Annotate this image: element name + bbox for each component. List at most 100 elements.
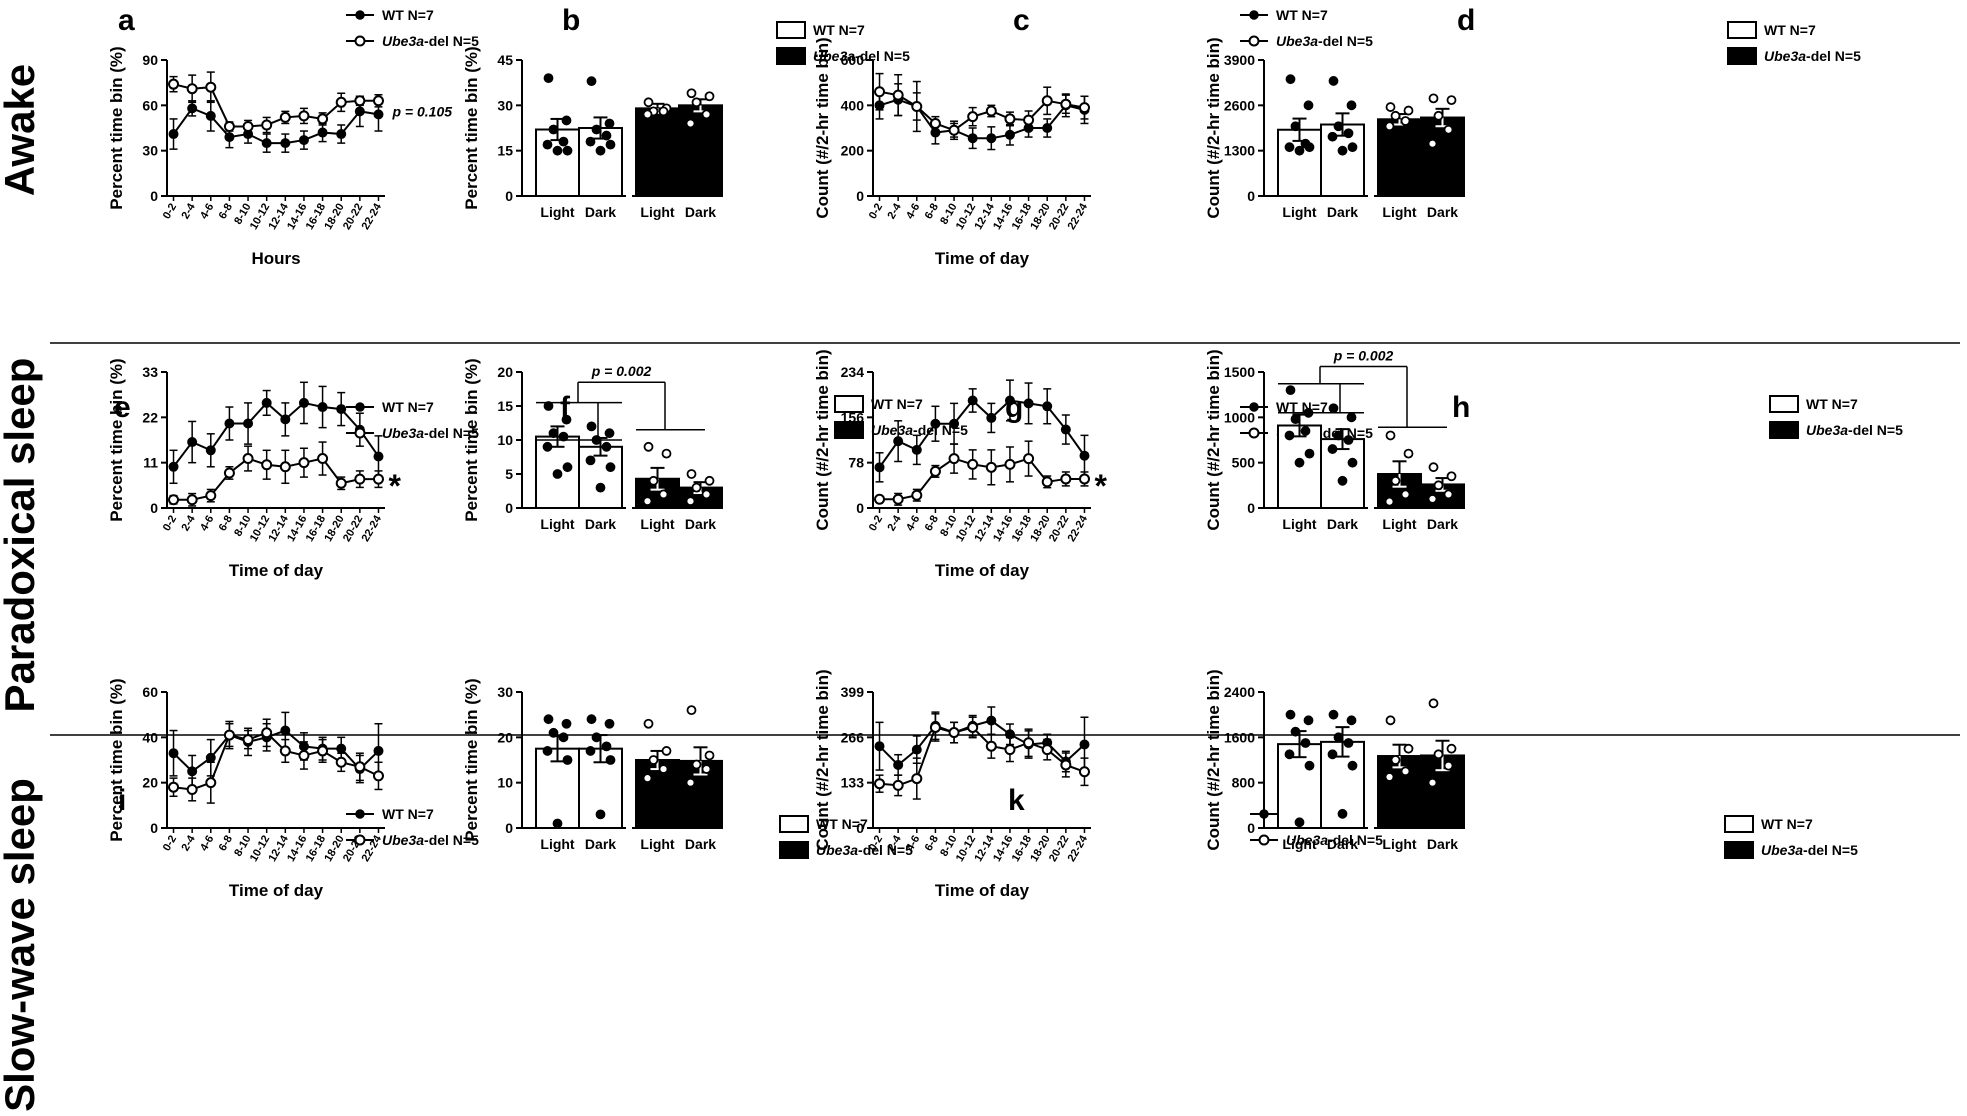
data-point-del: [205, 777, 217, 789]
data-dot-wt: [1284, 430, 1295, 441]
y-axis-title: Percent time bin (%): [462, 678, 481, 841]
data-point-del: [1023, 453, 1035, 465]
data-point-wt: [336, 404, 347, 415]
x-tick-label: 6-8: [217, 202, 235, 222]
data-point-del: [279, 745, 291, 757]
x-tick-label: 2-4: [179, 513, 198, 534]
data-dot-wt: [585, 455, 596, 466]
data-point-del: [298, 457, 310, 469]
data-dot-wt: [1304, 448, 1315, 459]
data-point-del: [948, 124, 960, 136]
legend-label-wt: WT N=7: [382, 7, 434, 23]
legend-marker-del: [1258, 834, 1270, 846]
data-dot-wt: [561, 414, 572, 425]
legend-swatch-del: [1727, 47, 1757, 65]
data-dot-wt: [595, 482, 606, 493]
data-point-wt: [874, 741, 885, 752]
data-point-del: [261, 119, 273, 131]
legend-marker-del: [354, 427, 366, 439]
x-category-light: Light: [1382, 516, 1417, 532]
x-category-light: Light: [1382, 204, 1417, 220]
x-category-dark: Dark: [685, 516, 716, 532]
data-point-wt: [986, 412, 997, 423]
data-point-del: [948, 727, 960, 739]
legend-label-del-rest: -del N=5: [858, 842, 913, 858]
data-dot-wt: [595, 809, 606, 820]
bar-del-light: [1377, 118, 1422, 197]
panel-f-chart: 0 5 10 15 20 Percent time bin (%) Light Dark Lig…: [462, 358, 968, 532]
y-tick-label: 400: [841, 97, 865, 113]
data-dot-del: [1446, 471, 1457, 482]
data-point-del: [317, 113, 329, 125]
y-axis-title: Count (#/2-hr time bin): [813, 349, 832, 530]
legend-label-del-gene: Ube3a: [816, 842, 858, 858]
p-value-text: p = 0.002: [591, 363, 652, 379]
data-dot-wt: [1333, 121, 1344, 132]
y-axis-title: Count (#/2-hr time bin): [1204, 669, 1223, 850]
data-dot-wt: [1347, 760, 1358, 771]
y-tick-label: 90: [142, 52, 158, 68]
data-point-wt: [205, 445, 216, 456]
bar-del-light: [635, 759, 680, 829]
data-dot-del: [701, 489, 712, 500]
panel-letter-h: h: [1452, 391, 1470, 424]
data-point-wt: [243, 418, 254, 429]
legend-swatch-del: [779, 841, 809, 859]
data-point-del: [874, 778, 886, 790]
data-point-wt: [893, 436, 904, 447]
y-tick-label: 399: [841, 684, 865, 700]
data-dot-wt: [586, 76, 597, 87]
data-point-del: [205, 490, 217, 502]
data-dot-wt: [604, 428, 615, 439]
data-point-del: [911, 773, 923, 785]
data-dot-wt: [604, 718, 615, 729]
data-dot-del: [1446, 743, 1457, 754]
data-dot-wt: [552, 818, 563, 829]
legend-marker-del: [354, 834, 366, 846]
y-tick-label: 78: [848, 455, 864, 471]
significance-star: *: [388, 468, 401, 504]
y-tick-label: 11: [143, 455, 158, 471]
data-dot-del: [1385, 715, 1396, 726]
data-point-del: [242, 120, 254, 132]
data-dot-wt: [1284, 142, 1295, 153]
x-category-light: Light: [1282, 204, 1317, 220]
data-dot-del: [1403, 105, 1414, 116]
data-dot-wt: [1285, 74, 1296, 85]
data-dot-wt: [548, 124, 559, 135]
data-point-del: [967, 111, 979, 123]
data-point-wt: [205, 110, 216, 121]
data-dot-wt: [543, 714, 554, 725]
data-point-wt: [986, 715, 997, 726]
y-axis-title: Percent time bin (%): [107, 358, 126, 521]
data-point-del: [967, 721, 979, 733]
y-tick-label: 1500: [1224, 364, 1255, 380]
data-dot-del: [686, 705, 697, 716]
data-dot-wt: [1346, 715, 1357, 726]
data-dot-del: [1390, 110, 1401, 121]
data-dot-del: [1385, 102, 1396, 112]
legend-label-wt: WT N=7: [382, 399, 434, 415]
y-axis-title: Count (#/2-hr time bin): [1204, 37, 1223, 218]
data-dot-wt: [1300, 738, 1311, 748]
data-dot-wt: [1290, 121, 1301, 132]
y-tick-label: 0: [505, 188, 513, 204]
y-tick-label: 0: [856, 500, 864, 516]
x-tick-label: 0-2: [161, 514, 179, 534]
data-point-del: [298, 749, 310, 761]
data-dot-del: [691, 97, 702, 108]
bar-del-dark: [1420, 116, 1465, 197]
y-tick-label: 10: [497, 775, 513, 791]
x-category-light: Light: [540, 516, 575, 532]
data-dot-wt: [1327, 444, 1338, 454]
data-dot-del: [685, 118, 696, 129]
x-category-dark: Dark: [585, 836, 616, 852]
data-point-wt: [911, 444, 922, 455]
panel-letter-g: g: [1005, 391, 1023, 424]
legend-swatch-wt: [1724, 815, 1754, 833]
data-dot-wt: [1328, 76, 1339, 86]
data-point-wt: [967, 133, 978, 144]
legend-marker-wt: [1249, 402, 1259, 412]
